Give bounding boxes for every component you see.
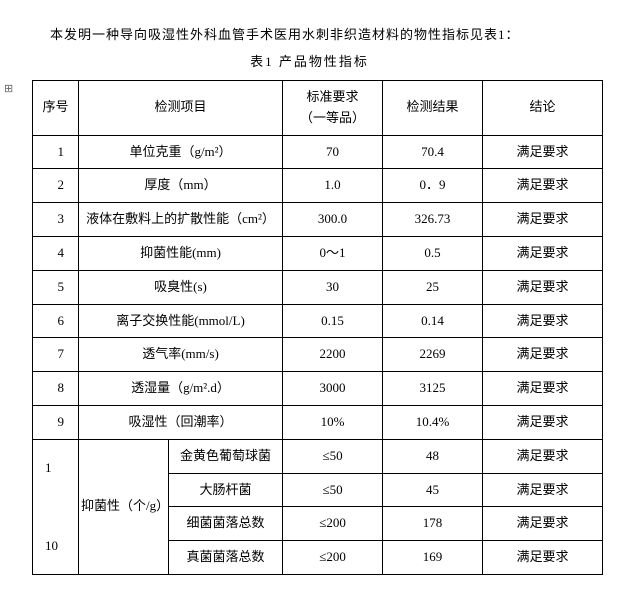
cell-item: 透气率(mm/s): [79, 338, 283, 372]
cell-result: 48: [383, 439, 483, 473]
cell-conclusion: 满足要求: [483, 372, 603, 406]
cell-conclusion: 满足要求: [483, 135, 603, 169]
table-row: 110抑菌性（个/g）金黄色葡萄球菌≤5048满足要求: [33, 439, 603, 473]
col-std: 标准要求 （一等品）: [283, 81, 383, 136]
properties-table: 序号 检测项目 标准要求 （一等品） 检测结果 结论 1单位克重（g/m²）70…: [32, 80, 603, 575]
cell-std: ≤50: [283, 439, 383, 473]
cell-std: 300.0: [283, 203, 383, 237]
cell-result: 0.14: [383, 304, 483, 338]
col-std-l2: （一等品）: [285, 108, 380, 129]
cell-item: 吸臭性(s): [79, 270, 283, 304]
cell-result: 0.5: [383, 236, 483, 270]
table-row: 1单位克重（g/m²）7070.4满足要求: [33, 135, 603, 169]
cell-conclusion: 满足要求: [483, 473, 603, 507]
cell-conclusion: 满足要求: [483, 507, 603, 541]
cell-conclusion: 满足要求: [483, 338, 603, 372]
cell-item: 单位克重（g/m²）: [79, 135, 283, 169]
cell-num: 9: [33, 405, 79, 439]
cell-result: 70.4: [383, 135, 483, 169]
cell-result: 45: [383, 473, 483, 507]
cell-subitem: 大肠杆菌: [169, 473, 283, 507]
cell-std: ≤50: [283, 473, 383, 507]
cell-conclusion: 满足要求: [483, 203, 603, 237]
cell-num: 2: [33, 169, 79, 203]
col-conclusion: 结论: [483, 81, 603, 136]
cell-std: ≤200: [283, 541, 383, 575]
cell-conclusion: 满足要求: [483, 169, 603, 203]
cell-conclusion: 满足要求: [483, 405, 603, 439]
cell-result: 25: [383, 270, 483, 304]
cell-result: 326.73: [383, 203, 483, 237]
table-row: 5吸臭性(s)3025满足要求: [33, 270, 603, 304]
cell-std: 30: [283, 270, 383, 304]
cell-item: 厚度（mm）: [79, 169, 283, 203]
cell-conclusion: 满足要求: [483, 270, 603, 304]
cell-result: 169: [383, 541, 483, 575]
table-caption: 表1 产品物性指标: [20, 51, 599, 70]
cell-conclusion: 满足要求: [483, 541, 603, 575]
cell-conclusion: 满足要求: [483, 439, 603, 473]
table-row: 8透湿量（g/m².d）30003125满足要求: [33, 372, 603, 406]
table-row: 2厚度（mm）1.00．9满足要求: [33, 169, 603, 203]
cell-num: 5: [33, 270, 79, 304]
cell-subitem: 细菌菌落总数: [169, 507, 283, 541]
cell-num: 3: [33, 203, 79, 237]
cell-item: 离子交换性能(mmol/L): [79, 304, 283, 338]
cell-num: 7: [33, 338, 79, 372]
cell-item: 液体在敷料上的扩散性能（cm²）: [79, 203, 283, 237]
cell-item: 抑菌性能(mm): [79, 236, 283, 270]
cell-std: 70: [283, 135, 383, 169]
table-row: 6离子交换性能(mmol/L)0.150.14满足要求: [33, 304, 603, 338]
cell-num: 4: [33, 236, 79, 270]
cell-std: 2200: [283, 338, 383, 372]
cell-subitem: 金黄色葡萄球菌: [169, 439, 283, 473]
cell-num: 6: [33, 304, 79, 338]
table-header-row: 序号 检测项目 标准要求 （一等品） 检测结果 结论: [33, 81, 603, 136]
cell-subitem: 真菌菌落总数: [169, 541, 283, 575]
cell-result: 178: [383, 507, 483, 541]
cell-result: 2269: [383, 338, 483, 372]
cell-std: 3000: [283, 372, 383, 406]
page-mark-icon: ⊞: [4, 82, 13, 95]
cell-std: ≤200: [283, 507, 383, 541]
col-num: 序号: [33, 81, 79, 136]
cell-item: 透湿量（g/m².d）: [79, 372, 283, 406]
col-item: 检测项目: [79, 81, 283, 136]
cell-num: 1: [33, 135, 79, 169]
cell-result: 3125: [383, 372, 483, 406]
table-row: 7透气率(mm/s)22002269满足要求: [33, 338, 603, 372]
cell-std: 0～1: [283, 236, 383, 270]
cell-result: 0．9: [383, 169, 483, 203]
col-result: 检测结果: [383, 81, 483, 136]
table-row: 9吸湿性（回潮率）10%10.4%满足要求: [33, 405, 603, 439]
cell-conclusion: 满足要求: [483, 304, 603, 338]
table-row: 3液体在敷料上的扩散性能（cm²）300.0326.73满足要求: [33, 203, 603, 237]
cell-num-group: 110: [33, 439, 79, 574]
col-std-l1: 标准要求: [285, 87, 380, 108]
cell-item: 吸湿性（回潮率）: [79, 405, 283, 439]
cell-std: 0.15: [283, 304, 383, 338]
cell-result: 10.4%: [383, 405, 483, 439]
table-row: 4抑菌性能(mm)0～10.5满足要求: [33, 236, 603, 270]
cell-group-label: 抑菌性（个/g）: [79, 439, 169, 574]
intro-text: 本发明一种导向吸湿性外科血管手术医用水刺非织造材料的物性指标见表1：: [50, 24, 599, 43]
cell-std: 10%: [283, 405, 383, 439]
cell-conclusion: 满足要求: [483, 236, 603, 270]
cell-std: 1.0: [283, 169, 383, 203]
cell-num: 8: [33, 372, 79, 406]
